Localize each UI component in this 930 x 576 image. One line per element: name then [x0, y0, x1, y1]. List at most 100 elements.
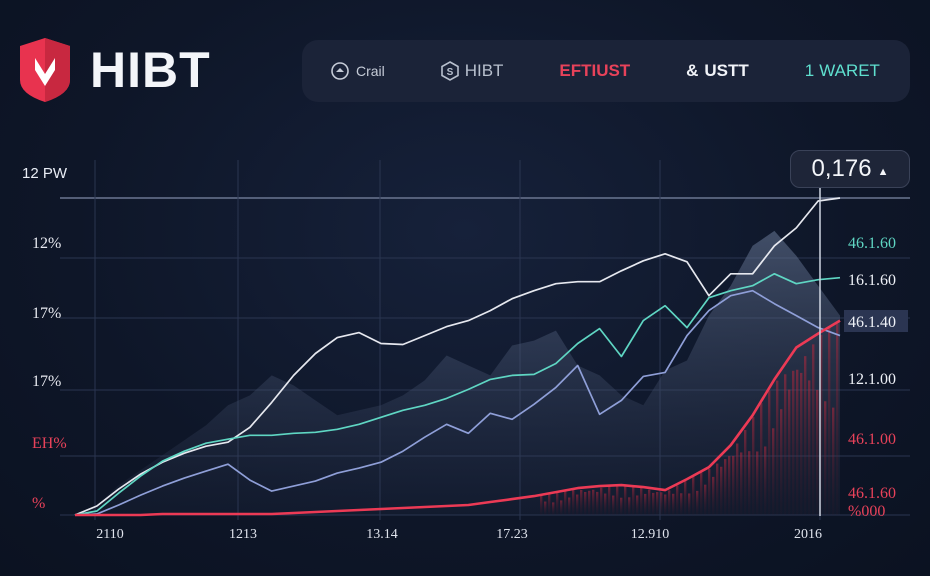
volume-bar — [820, 334, 823, 515]
svg-text:S: S — [446, 67, 453, 78]
volume-bar — [552, 502, 555, 515]
nav-item-label: Crail — [356, 63, 385, 79]
volume-bar — [676, 485, 679, 515]
volume-bar — [700, 472, 703, 515]
series-line-0 — [74, 197, 841, 516]
volume-bar — [748, 451, 751, 515]
nav-item-label: HIBT — [464, 61, 504, 80]
volume-bar — [812, 344, 815, 515]
volume-bar — [572, 490, 575, 515]
y-tick-label-right: %000 — [848, 503, 885, 520]
series-line-3 — [75, 319, 841, 517]
volume-bar — [592, 489, 595, 515]
chart-background-area — [75, 230, 840, 515]
circle-arrow-icon — [330, 61, 350, 81]
volume-bar — [600, 487, 603, 515]
nav-item-eftiust[interactable]: EFTIUST — [559, 61, 630, 81]
volume-bar — [628, 497, 631, 515]
nav-item-waret[interactable]: 1 WARET — [805, 61, 880, 81]
volume-bar — [716, 463, 719, 515]
volume-bar — [560, 500, 563, 515]
nav-item-hibt[interactable]: S HIBT — [440, 61, 504, 81]
volume-bar — [616, 485, 619, 515]
y-tick-label-left: EH% — [32, 435, 67, 452]
volume-bar — [688, 493, 691, 515]
volume-bar — [764, 446, 767, 515]
nav-item-label: EFTIUST — [559, 61, 631, 80]
volume-bar — [624, 485, 627, 515]
y-tick-label-right: 46.1.60 — [848, 235, 896, 252]
shield-logo-icon — [20, 38, 70, 102]
volume-bar — [696, 490, 699, 515]
volume-bar — [588, 490, 591, 515]
volume-bar — [828, 327, 831, 515]
y-tick-label-left: 17% — [32, 305, 61, 322]
volume-bar — [772, 428, 775, 515]
volume-bar — [808, 380, 811, 515]
volume-bar — [824, 401, 827, 515]
nav-item-crail[interactable]: Crail — [330, 61, 385, 81]
volume-bar — [576, 494, 579, 515]
volume-bar — [780, 409, 783, 515]
series-line-2 — [74, 289, 841, 516]
x-tick-label: 17.23 — [496, 527, 528, 542]
volume-bar — [660, 492, 663, 515]
nav-item-label: WARET — [819, 61, 880, 80]
volume-bar — [796, 369, 799, 515]
y-tick-label-right: 12.1.00 — [848, 371, 896, 388]
y-tick-label-left: 12% — [32, 235, 61, 252]
volume-bar — [712, 476, 715, 515]
hexagon-s-icon: S — [440, 61, 459, 81]
current-price-value: 0,176 — [811, 155, 872, 182]
volume-bar — [816, 389, 819, 515]
ampersand-icon: & — [686, 61, 699, 80]
volume-bar — [584, 492, 587, 515]
top-nav-bar: Crail S HIBT EFTIUST & USTT 1 WARET — [302, 40, 910, 102]
volume-bar — [728, 456, 731, 515]
volume-bar — [752, 417, 755, 515]
nav-item-ustt[interactable]: & USTT — [686, 61, 749, 81]
volume-bar — [760, 403, 763, 515]
volume-bar — [544, 501, 547, 515]
y-tick-label-right: 46.1.40 — [848, 314, 896, 331]
volume-bar — [612, 495, 615, 515]
chart-series-layer — [74, 188, 841, 517]
volume-bar — [736, 443, 739, 515]
series-line-1 — [74, 272, 841, 516]
y-tick-label-right: 46.1.60 — [848, 485, 896, 502]
volume-bar — [564, 490, 567, 515]
x-tick-label: 13.14 — [366, 527, 398, 542]
volume-bar — [580, 490, 583, 515]
volume-bar — [640, 487, 643, 515]
volume-bar — [608, 486, 611, 515]
volume-bar — [548, 493, 551, 515]
volume-bar — [804, 356, 807, 515]
x-tick-label: 12.910 — [631, 527, 670, 542]
volume-bar — [756, 451, 759, 515]
volume-bar — [668, 490, 671, 515]
volume-bar — [784, 374, 787, 515]
volume-bar — [720, 466, 723, 515]
y-tick-label-left: % — [32, 495, 45, 512]
volume-bar — [744, 430, 747, 515]
volume-bar — [556, 492, 559, 515]
brand-logo[interactable]: HIBT — [18, 36, 211, 104]
volume-bar — [776, 380, 779, 515]
nav-item-prefix: 1 — [804, 61, 815, 80]
volume-bar — [684, 480, 687, 515]
volume-bar — [792, 370, 795, 515]
volume-bar — [768, 390, 771, 515]
right-label-highlight — [844, 310, 908, 332]
brand-name: HIBT — [90, 42, 211, 98]
volume-bar — [596, 491, 599, 515]
volume-bar — [704, 484, 707, 515]
volume-bar — [620, 497, 623, 515]
volume-bar — [740, 452, 743, 515]
volume-bar — [788, 389, 791, 515]
volume-bar — [732, 455, 735, 515]
y-tick-label-right: 46.1.00 — [848, 431, 896, 448]
volume-bar — [632, 486, 635, 515]
chart-corner-label: 12 PW — [22, 165, 68, 182]
volume-bar — [836, 323, 839, 515]
